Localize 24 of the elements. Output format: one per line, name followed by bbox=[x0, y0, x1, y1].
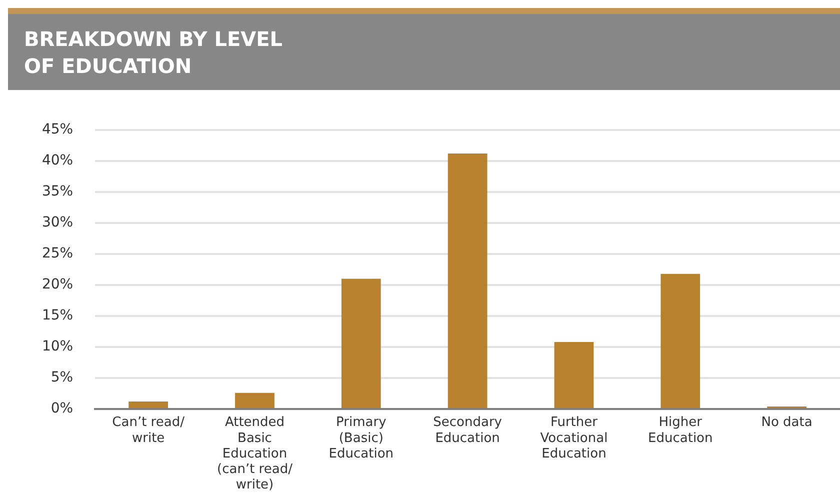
x-tick-label: Further Vocational Education bbox=[540, 415, 608, 462]
chart-title: BREAKDOWN BY LEVEL OF EDUCATION bbox=[24, 26, 284, 80]
x-tick-label: Can’t read/ write bbox=[112, 415, 186, 446]
bar bbox=[341, 278, 381, 408]
x-tick-label: Higher Education bbox=[648, 415, 713, 446]
bar bbox=[554, 342, 594, 408]
y-tick-label: 10% bbox=[42, 338, 74, 355]
y-tick-label: 25% bbox=[42, 246, 74, 262]
y-tick-label: 20% bbox=[42, 276, 74, 293]
x-tick-label: Attended Basic Education (can’t read/ write) bbox=[217, 415, 294, 493]
x-tick-label: Primary (Basic) Education bbox=[328, 415, 394, 462]
bar bbox=[128, 402, 168, 408]
y-tick-label: 0% bbox=[50, 400, 74, 417]
y-tick-label: 30% bbox=[42, 214, 74, 231]
bar bbox=[660, 274, 700, 408]
y-tick-label: 40% bbox=[42, 152, 74, 169]
bar bbox=[235, 392, 274, 408]
x-tick-label: Secondary Education bbox=[433, 415, 502, 446]
y-tick-label: 15% bbox=[42, 308, 74, 324]
y-tick-label: 35% bbox=[42, 184, 74, 200]
x-tick-label: No data bbox=[761, 415, 812, 430]
y-tick-label: 5% bbox=[50, 370, 74, 386]
bar bbox=[448, 154, 488, 408]
y-tick-label: 45% bbox=[42, 122, 74, 138]
